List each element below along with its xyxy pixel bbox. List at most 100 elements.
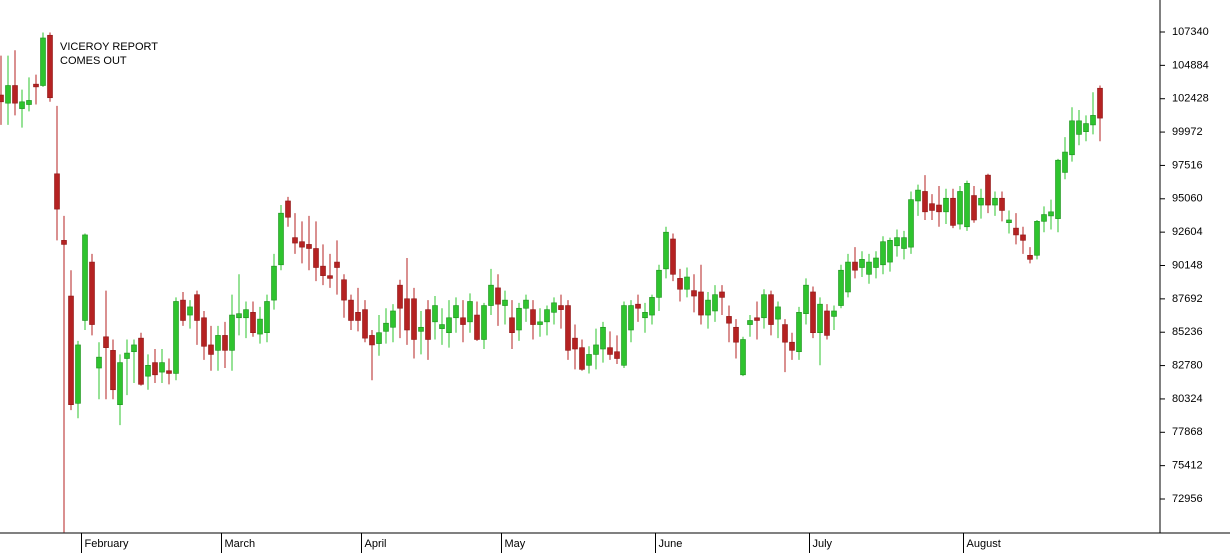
candle-body	[607, 347, 613, 355]
candle-body	[68, 295, 74, 405]
candle-body	[579, 347, 585, 370]
candle-body	[110, 350, 116, 391]
candle-body	[40, 37, 46, 86]
candle-body	[901, 237, 907, 249]
candle-body	[635, 303, 641, 309]
candle-body	[222, 335, 228, 351]
candle-body	[719, 291, 725, 298]
candle-body	[439, 324, 445, 329]
candle-body	[75, 344, 81, 404]
y-tick-label: 77868	[1172, 426, 1203, 438]
candle-body	[642, 312, 648, 319]
candle-body	[950, 197, 956, 226]
candle-body	[936, 204, 942, 213]
candle-body	[1055, 159, 1061, 219]
candle-body	[138, 337, 144, 385]
candle-body	[26, 100, 32, 105]
candle-body	[1034, 221, 1040, 256]
candle-body	[663, 231, 669, 270]
candle-body	[740, 339, 746, 376]
candle-body	[600, 326, 606, 350]
x-tick-label: March	[225, 538, 256, 550]
candle-body	[628, 305, 634, 331]
candle-body	[278, 212, 284, 266]
candle-body	[271, 265, 277, 301]
x-tick-label: June	[659, 538, 683, 550]
candle-body	[915, 189, 921, 202]
candle-body	[397, 284, 403, 309]
candle-body	[495, 287, 501, 305]
candle-body	[19, 101, 25, 109]
candle-body	[488, 284, 494, 306]
candle-body	[1020, 234, 1026, 241]
candle-body	[250, 312, 256, 334]
candle-body	[103, 336, 109, 348]
candle-body	[859, 259, 865, 268]
candle-body	[782, 324, 788, 343]
candle-body	[852, 261, 858, 271]
candle-body	[1076, 120, 1082, 135]
candle-body	[229, 314, 235, 351]
candle-body	[677, 278, 683, 290]
y-tick-label: 72956	[1172, 493, 1203, 505]
candle-body	[215, 335, 221, 351]
candle-body	[978, 197, 984, 206]
candle-body	[1041, 214, 1047, 222]
candle-body	[166, 370, 172, 374]
candle-body	[243, 309, 249, 319]
candle-body	[649, 297, 655, 316]
candle-body	[929, 203, 935, 211]
candle-body	[131, 344, 137, 353]
candle-body	[446, 317, 452, 334]
candle-body	[824, 310, 830, 336]
y-tick-label: 87692	[1172, 293, 1203, 305]
candle-body	[173, 301, 179, 374]
candle-body	[124, 352, 130, 359]
candle-body	[5, 85, 11, 104]
candle-body	[481, 305, 487, 340]
candle-body	[1027, 254, 1033, 260]
candle-body	[712, 294, 718, 312]
candle-body	[894, 237, 900, 247]
candle-body	[306, 244, 312, 249]
candle-body	[145, 365, 151, 377]
candle-body	[684, 276, 690, 290]
candle-body	[236, 313, 242, 319]
candle-body	[838, 269, 844, 306]
x-tick-label: July	[813, 538, 833, 550]
candle-body	[985, 174, 991, 206]
candle-body	[187, 306, 193, 316]
y-tick-label: 80324	[1172, 393, 1203, 405]
candle-body	[61, 240, 67, 245]
candle-body	[257, 318, 263, 335]
candle-body	[33, 83, 39, 88]
candle-body	[404, 298, 410, 331]
y-tick-label: 104884	[1172, 59, 1209, 71]
candle-body	[586, 354, 592, 366]
y-tick-label: 90148	[1172, 259, 1203, 271]
candle-body	[1062, 151, 1068, 173]
candle-body	[754, 317, 760, 321]
candle-body	[845, 261, 851, 293]
x-tick-label: May	[505, 538, 526, 550]
candle-body	[670, 238, 676, 275]
candle-body	[355, 312, 361, 321]
candle-body	[621, 305, 627, 366]
candle-body	[208, 344, 214, 355]
candle-body	[964, 183, 970, 228]
candle-body	[432, 305, 438, 323]
candle-body	[159, 362, 165, 373]
candle-body	[299, 241, 305, 248]
candle-body	[1083, 123, 1089, 132]
candle-body	[733, 326, 739, 343]
candle-body	[593, 344, 599, 355]
y-tick-label: 82780	[1172, 359, 1203, 371]
candle-body	[817, 303, 823, 334]
candle-body	[768, 294, 774, 325]
candle-body	[320, 265, 326, 276]
candle-body	[117, 362, 123, 405]
candle-body	[1097, 87, 1103, 119]
candle-body	[47, 34, 53, 99]
candle-body	[992, 197, 998, 206]
